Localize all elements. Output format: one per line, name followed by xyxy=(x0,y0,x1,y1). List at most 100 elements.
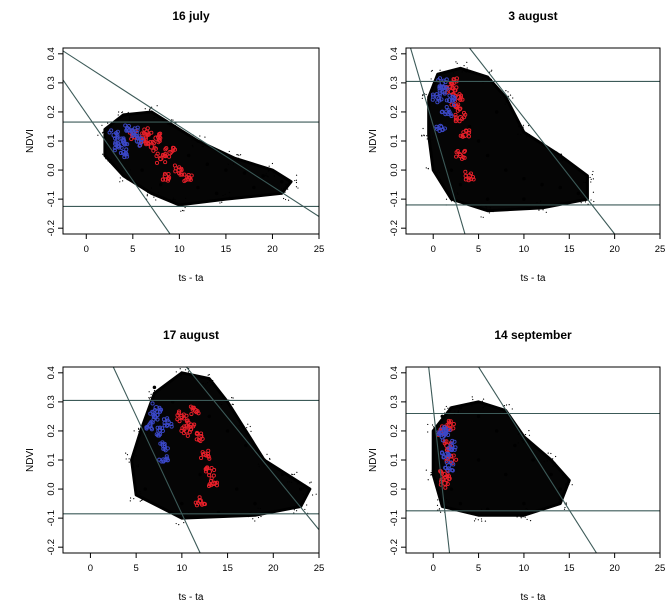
data-point xyxy=(449,487,454,491)
data-point xyxy=(199,431,204,436)
data-point xyxy=(549,472,553,477)
data-point xyxy=(137,143,142,148)
data-point xyxy=(450,447,455,452)
speckle-point xyxy=(174,199,176,201)
speckle-point xyxy=(421,134,423,136)
speckle-point xyxy=(228,191,231,194)
speckle-point xyxy=(280,188,283,190)
data-point xyxy=(184,423,189,428)
x-tick-label: 15 xyxy=(221,244,232,255)
data-point xyxy=(170,400,175,404)
y-tick-label: 0.1 xyxy=(389,453,400,466)
data-point xyxy=(165,418,170,423)
speckle-point xyxy=(427,479,429,481)
speckle-point xyxy=(422,94,424,97)
data-point xyxy=(179,415,184,420)
x-tick-label: 10 xyxy=(177,563,188,574)
y-tick-label: 0.3 xyxy=(389,395,400,408)
data-point xyxy=(115,136,120,141)
data-point xyxy=(453,117,458,122)
data-point xyxy=(458,405,463,410)
speckle-point xyxy=(550,452,552,455)
y-tick-label: 0.1 xyxy=(389,134,400,147)
speckle-point xyxy=(171,123,173,125)
y-tick-label: -0.2 xyxy=(46,220,57,236)
data-point xyxy=(214,191,219,196)
data-point xyxy=(452,447,457,452)
data-point xyxy=(162,446,167,451)
data-point xyxy=(449,468,454,473)
y-tick-label: 0.3 xyxy=(389,76,400,89)
speckle-point xyxy=(464,70,466,72)
speckle-point xyxy=(490,78,493,81)
x-tick-label: 20 xyxy=(268,563,279,574)
speckle-point xyxy=(293,473,296,475)
speckle-point xyxy=(480,402,482,404)
speckle-point xyxy=(249,425,251,428)
data-point xyxy=(558,487,562,491)
speckle-point xyxy=(517,433,520,435)
data-point xyxy=(184,419,189,424)
speckle-point xyxy=(185,197,187,199)
speckle-point xyxy=(477,519,479,521)
speckle-point xyxy=(192,146,194,148)
speckle-point xyxy=(202,382,204,385)
speckle-point xyxy=(447,501,449,503)
speckle-point xyxy=(187,512,190,514)
data-point xyxy=(440,109,445,114)
speckle-point xyxy=(201,145,203,147)
speckle-point xyxy=(581,197,583,199)
speckle-point xyxy=(540,200,542,203)
speckle-point xyxy=(107,160,109,162)
speckle-point xyxy=(231,408,233,410)
speckle-point xyxy=(184,369,187,371)
data-point xyxy=(176,411,181,416)
speckle-point xyxy=(180,210,182,212)
data-point xyxy=(177,409,182,414)
speckle-point xyxy=(558,496,560,498)
speckle-point xyxy=(232,397,234,399)
speckle-point xyxy=(287,199,290,201)
speckle-point xyxy=(123,175,125,177)
speckle-point xyxy=(281,193,283,195)
data-point xyxy=(191,424,196,429)
speckle-point xyxy=(504,103,506,105)
speckle-point xyxy=(295,503,298,506)
speckle-point xyxy=(107,129,110,131)
speckle-point xyxy=(115,168,118,170)
data-point xyxy=(182,172,187,177)
speckle-point xyxy=(103,154,105,156)
speckle-point xyxy=(105,158,107,160)
speckle-point xyxy=(432,476,434,479)
x-tick-label: 0 xyxy=(431,244,436,255)
data-point xyxy=(437,88,442,93)
speckle-point xyxy=(155,199,157,201)
data-point xyxy=(183,178,188,183)
data-point xyxy=(466,176,472,181)
data-point xyxy=(443,426,449,431)
speckle-point xyxy=(196,141,198,143)
speckle-point xyxy=(283,187,285,189)
speckle-point xyxy=(432,426,435,428)
data-point xyxy=(444,439,449,444)
speckle-point xyxy=(480,206,482,208)
speckle-point xyxy=(432,468,435,470)
speckle-point xyxy=(153,196,155,198)
speckle-point xyxy=(283,197,285,200)
data-point xyxy=(136,139,141,144)
speckle-point xyxy=(430,78,432,80)
speckle-point xyxy=(559,499,561,501)
speckle-point xyxy=(236,154,238,156)
speckle-point xyxy=(592,178,594,180)
data-point xyxy=(180,501,184,506)
data-point xyxy=(186,424,191,429)
x-tick-label: 25 xyxy=(655,563,666,574)
speckle-point xyxy=(151,111,153,113)
speckle-point xyxy=(584,181,587,184)
speckle-point xyxy=(156,105,158,107)
data-point xyxy=(445,481,450,487)
data-point xyxy=(163,147,168,152)
data-point xyxy=(203,467,208,472)
data-point xyxy=(209,483,214,488)
speckle-point xyxy=(294,179,296,182)
